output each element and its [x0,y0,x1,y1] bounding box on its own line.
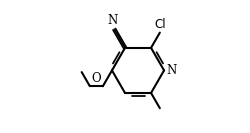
Text: Cl: Cl [155,18,166,31]
Text: N: N [167,64,177,77]
Text: N: N [108,14,118,27]
Text: O: O [92,72,101,85]
